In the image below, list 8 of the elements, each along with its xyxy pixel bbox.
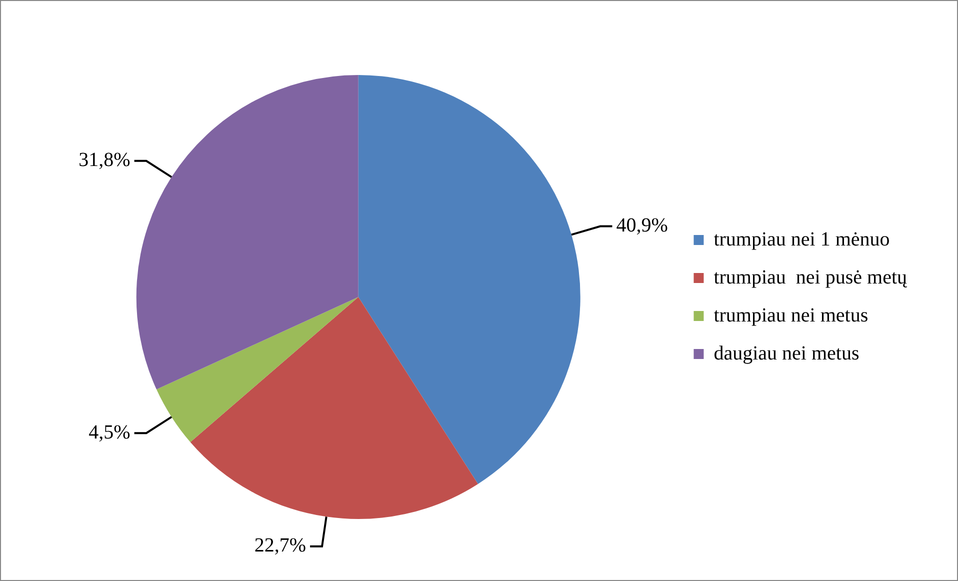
legend-label: daugiau nei metus [714,342,860,364]
legend-label: trumpiau nei pusė metų [714,266,908,288]
data-label: 4,5% [88,421,130,444]
data-label: 40,9% [616,214,668,236]
legend-label: trumpiau nei metus [714,304,868,326]
data-label: 31,8% [78,149,130,172]
legend-label: trumpiau nei 1 mėnuo [714,228,890,250]
data-label: 22,7% [254,534,306,557]
